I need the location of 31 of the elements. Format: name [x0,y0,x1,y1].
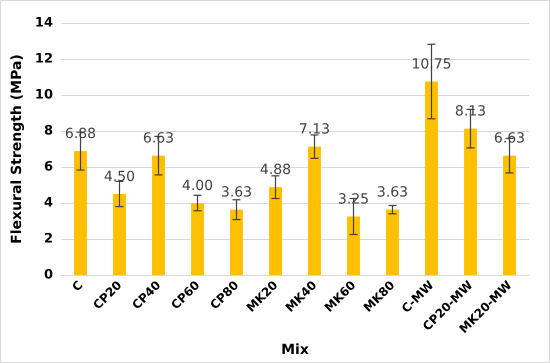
y-tick-label: 14 [34,16,53,30]
data-label: 3.25 [338,192,370,208]
x-tick-label: C [69,278,86,294]
y-axis-title: Flexural Strength (MPa) [9,54,26,244]
bar [230,210,243,275]
data-label: 4.50 [104,169,136,185]
y-tick-label: 8 [44,124,53,138]
bar [113,194,126,275]
y-tick-label: 2 [44,232,53,246]
data-label: 3.63 [376,184,408,201]
bar [152,156,165,275]
bar [425,82,438,275]
y-tick-label: 10 [34,88,53,102]
x-axis-title: Mix [281,342,309,358]
bar [74,151,87,275]
bar [347,216,360,275]
y-tick-label: 0 [44,268,53,282]
data-label: 4.00 [182,178,214,194]
data-label: 3.63 [220,184,252,201]
y-tick-label: 12 [34,52,53,66]
data-label: 7.13 [298,122,330,138]
bar [386,210,399,275]
data-label: 4.88 [260,162,292,178]
y-tick-label: 6 [44,160,53,174]
bar [308,146,321,275]
bar [503,156,516,275]
y-tick-label: 4 [44,196,53,210]
bar [464,128,477,275]
bar [191,203,204,275]
bar [269,187,282,275]
data-label: 6.63 [494,130,526,147]
